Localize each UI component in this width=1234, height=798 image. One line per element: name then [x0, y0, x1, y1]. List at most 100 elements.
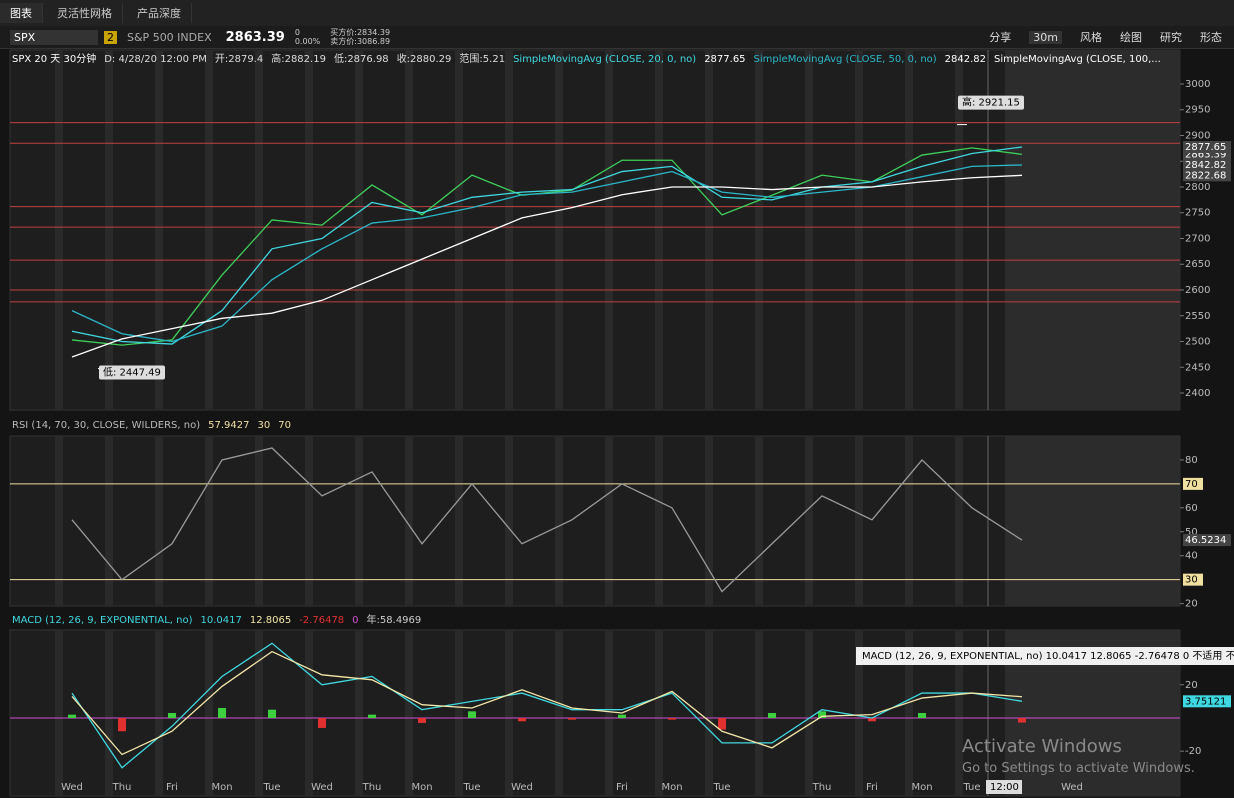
badge: 2 [104, 30, 117, 44]
info-text: D: 4/28/20 12:00 PM [104, 54, 207, 65]
y-tick-label: 2750 [1185, 208, 1210, 219]
histogram-bar [768, 713, 776, 718]
cursor-box [986, 780, 1022, 794]
info-text: 30 [257, 420, 270, 431]
session-shade [105, 50, 113, 410]
button[interactable]: 研究 [1160, 31, 1182, 44]
session-shade [605, 436, 613, 606]
x-tick-label: Mon [211, 782, 232, 793]
y-tick-label: 2500 [1185, 337, 1210, 348]
histogram-bar [468, 711, 476, 718]
x-tick-label: Thu [362, 782, 382, 793]
last-value-label: 46.5234 [1185, 535, 1226, 546]
last-value-box [1183, 169, 1231, 182]
session-shade [555, 630, 563, 796]
series-line [71, 147, 1023, 346]
toolbar: SPX 2 S&P 500 INDEX 2863.39 0 0.00% 买方价:2… [0, 26, 1234, 49]
session-shade [605, 630, 613, 796]
info-text: 10.0417 [200, 615, 241, 626]
tab[interactable]: 灵活性网格 [47, 3, 123, 23]
x-tick-label: Tue [962, 782, 980, 793]
histogram-bar [68, 714, 76, 718]
watermark-title: Activate Windows [962, 736, 1122, 757]
session-shade [755, 50, 763, 410]
last-value-label: 3.75121 [1185, 696, 1226, 707]
session-shade [505, 50, 513, 410]
session-shade [805, 436, 813, 606]
button[interactable]: 风格 [1080, 31, 1102, 44]
info-text: SimpleMovingAvg (CLOSE, 100,... [994, 54, 1161, 65]
histogram-bar [418, 717, 426, 723]
bid: 买方价:2834.39 [330, 28, 391, 37]
session-shade [305, 50, 313, 410]
histogram-bar [868, 717, 876, 722]
session-shade [905, 50, 913, 410]
interval[interactable]: 30m [1029, 30, 1062, 44]
info-text: 57.9427 [208, 420, 249, 431]
symbol-box[interactable]: SPX [10, 29, 98, 45]
histogram-bar [168, 713, 176, 718]
instrument-name: S&P 500 INDEX [127, 30, 212, 44]
info-text: 范围:5.21 [459, 52, 505, 65]
tab[interactable]: 图表 [0, 3, 43, 23]
y-tick-label: 60 [1185, 503, 1198, 514]
x-tick-label: Fri [616, 782, 628, 793]
session-shade [305, 436, 313, 606]
series-line [71, 146, 1023, 345]
last-value-box [1183, 534, 1231, 547]
histogram-bar [568, 717, 576, 720]
histogram-bar [218, 708, 226, 718]
y-tick-label: 2550 [1185, 311, 1210, 322]
info-text: 2877.65 [704, 54, 745, 65]
x-tick-label: Wed [311, 782, 333, 793]
y-tick-label: 2950 [1185, 105, 1210, 116]
session-shade [155, 630, 163, 796]
info-text: 2842.82 [945, 54, 986, 65]
session-shade [455, 630, 463, 796]
quotes: 买方价:2834.39 卖方价:3086.89 [330, 28, 390, 46]
session-shade [955, 436, 963, 606]
last-value-box [1183, 695, 1231, 708]
series-line [71, 164, 1023, 343]
annotation-box [958, 95, 1024, 110]
x-tick-label: Thu [812, 782, 832, 793]
tooltip: MACD (12, 26, 9, EXPONENTIAL, no) 10.041… [862, 650, 1234, 662]
y-tick-label: 20 [1185, 680, 1198, 691]
session-shade [255, 50, 263, 410]
last-value-box [1183, 141, 1231, 154]
series-line [71, 174, 1023, 358]
session-shade [155, 50, 163, 410]
session-shade [555, 50, 563, 410]
tab[interactable]: 产品深度 [127, 3, 192, 23]
session-shade [105, 436, 113, 606]
session-shade [355, 436, 363, 606]
button[interactable]: 形态 [1200, 31, 1222, 44]
session-shade [405, 630, 413, 796]
session-shade [405, 50, 413, 410]
session-shade [255, 630, 263, 796]
annotation-box [99, 365, 165, 380]
info-text: 低:2876.98 [334, 52, 389, 65]
histogram-bar [268, 709, 276, 718]
y-tick-label: 2800 [1185, 182, 1210, 193]
info-text: 年:58.4969 [367, 613, 422, 626]
tooltip-box [856, 647, 1234, 665]
session-shade [905, 630, 913, 796]
session-shade [655, 436, 663, 606]
button[interactable]: 绘图 [1120, 31, 1142, 44]
session-shade [805, 630, 813, 796]
session-shade [205, 436, 213, 606]
info-text: SimpleMovingAvg (CLOSE, 20, 0, no) [513, 54, 696, 65]
histogram-bar [818, 711, 826, 718]
last-value-label: 2842.82 [1185, 160, 1226, 171]
info-text: RSI (14, 70, 30, CLOSE, WILDERS, no) [12, 420, 200, 431]
session-shade [55, 436, 63, 606]
change: 0 0.00% [295, 28, 320, 46]
session-shade [955, 50, 963, 410]
info-text: 高:2882.19 [271, 52, 326, 65]
session-shade [755, 436, 763, 606]
session-shade [505, 436, 513, 606]
button[interactable]: 分享 [989, 31, 1012, 44]
histogram-bar [918, 713, 926, 718]
